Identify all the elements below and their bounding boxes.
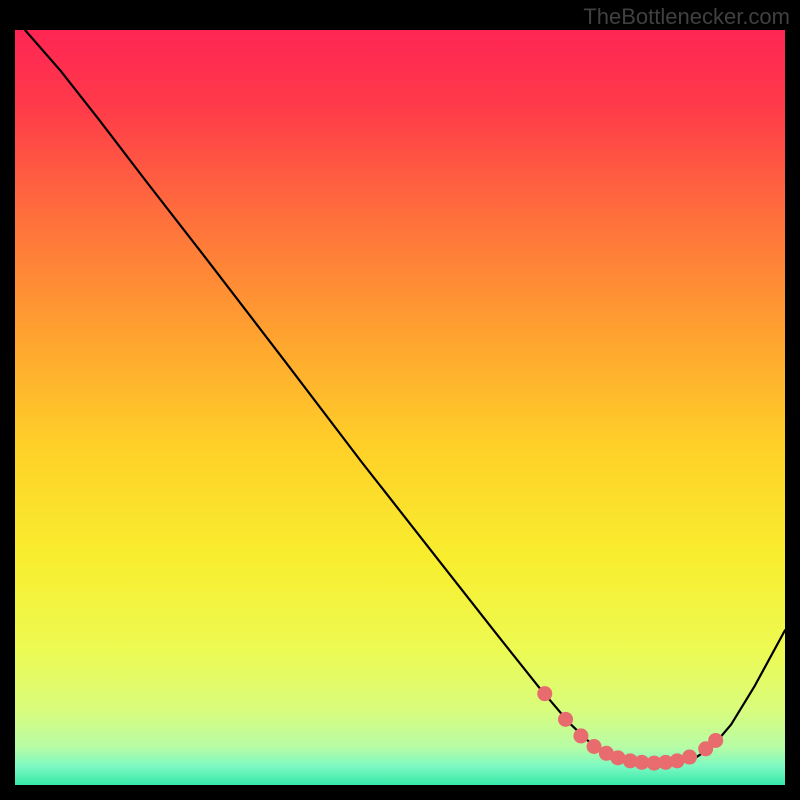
marker-dot [682, 750, 697, 765]
marker-dot [558, 712, 573, 727]
chart-container [15, 30, 785, 785]
watermark-text: TheBottlenecker.com [583, 4, 790, 30]
chart-background [15, 30, 785, 785]
marker-dot [708, 733, 723, 748]
marker-dot [573, 728, 588, 743]
bottleneck-chart [15, 30, 785, 785]
marker-dot [537, 686, 552, 701]
